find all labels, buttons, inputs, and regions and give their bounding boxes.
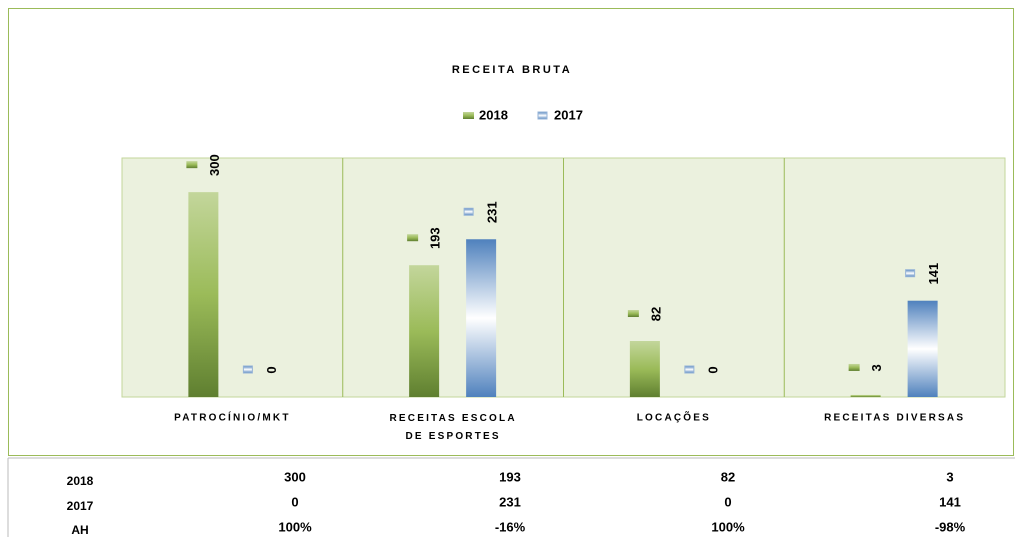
legend-key bbox=[537, 111, 548, 120]
table-value: -98% bbox=[935, 519, 966, 534]
legend-key bbox=[407, 234, 419, 242]
table-row-label: AH bbox=[71, 523, 88, 537]
bar bbox=[629, 341, 660, 397]
bar bbox=[850, 394, 881, 397]
table-value: 300 bbox=[284, 469, 306, 484]
legend-label: 2018 bbox=[479, 107, 508, 122]
table-value: 100% bbox=[278, 519, 312, 534]
bar bbox=[188, 192, 219, 397]
x-tick-label: LOCAÇÕES bbox=[637, 411, 711, 424]
legend-key bbox=[242, 365, 253, 374]
table-value: 141 bbox=[939, 494, 961, 509]
legend-key bbox=[684, 365, 695, 374]
data-label: 0 bbox=[264, 366, 279, 373]
data-label: 231 bbox=[485, 201, 500, 223]
legend-key bbox=[463, 112, 474, 119]
table-value: 3 bbox=[946, 469, 953, 484]
table-value: 0 bbox=[291, 494, 298, 509]
table-value: 82 bbox=[721, 469, 735, 484]
legend-key bbox=[848, 363, 860, 371]
x-tick-label: RECEITAS ESCOLA DE ESPORTES bbox=[389, 413, 516, 442]
table-row-label: 2018 bbox=[67, 474, 94, 488]
chart-title: RECEITA BRUTA bbox=[452, 64, 572, 76]
table-row-label: 2017 bbox=[67, 499, 94, 513]
table-value: -16% bbox=[495, 519, 526, 534]
x-tick-label: RECEITAS DIVERSAS bbox=[824, 413, 965, 424]
data-label: 3 bbox=[869, 364, 884, 371]
data-label: 141 bbox=[926, 263, 941, 285]
table-value: 100% bbox=[711, 519, 745, 534]
data-label: 300 bbox=[207, 154, 222, 176]
x-tick-label: PATROCÍNIO/MKT bbox=[174, 411, 291, 424]
legend-key bbox=[186, 161, 198, 169]
legend-label: 2017 bbox=[554, 107, 583, 122]
table-value: 231 bbox=[499, 494, 521, 509]
data-label: 0 bbox=[705, 366, 720, 373]
legend-key bbox=[627, 310, 639, 318]
table-value: 193 bbox=[499, 469, 521, 484]
bar bbox=[409, 265, 440, 397]
data-label: 193 bbox=[428, 227, 443, 249]
table-value: 0 bbox=[724, 494, 731, 509]
data-label: 82 bbox=[648, 307, 663, 321]
legend-key bbox=[905, 269, 916, 278]
bar bbox=[907, 300, 938, 397]
bar bbox=[466, 239, 497, 397]
legend-key bbox=[463, 207, 474, 216]
